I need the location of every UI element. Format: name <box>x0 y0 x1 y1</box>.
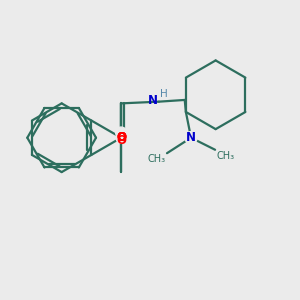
Text: CH₃: CH₃ <box>216 151 234 161</box>
Text: O: O <box>116 131 126 144</box>
Circle shape <box>116 133 126 143</box>
Text: N: N <box>148 94 158 107</box>
Text: O: O <box>116 131 126 144</box>
Text: H: H <box>160 88 168 99</box>
Text: N: N <box>186 131 196 144</box>
Text: O: O <box>116 131 126 144</box>
Text: O: O <box>116 134 126 147</box>
Text: O: O <box>116 131 126 144</box>
Circle shape <box>116 133 126 143</box>
Circle shape <box>116 127 127 138</box>
Circle shape <box>185 132 197 144</box>
Text: CH₃: CH₃ <box>148 154 166 164</box>
